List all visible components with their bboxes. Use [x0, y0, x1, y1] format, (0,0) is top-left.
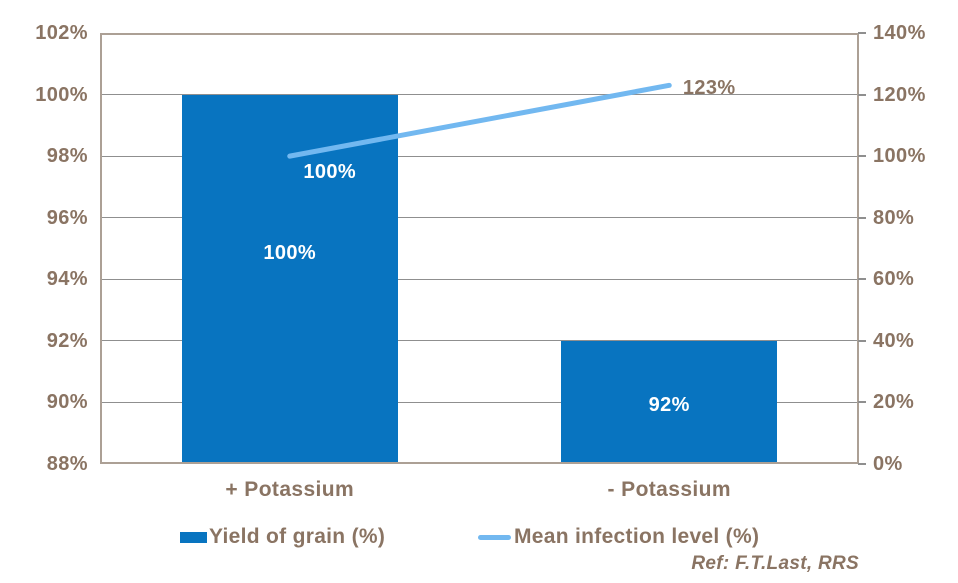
right-axis-tick-label: 20%	[873, 391, 915, 414]
right-axis-tick	[858, 155, 866, 158]
bar-value-label: 92%	[648, 394, 690, 417]
grid-line	[102, 401, 857, 403]
legend-label: Yield of grain (%)	[209, 525, 386, 548]
left-axis-tick-label: 98%	[46, 145, 88, 168]
right-axis-tick-label: 0%	[873, 453, 903, 475]
bar-value-label: 100%	[263, 241, 317, 264]
reference-text: Ref: F.T.Last, RRS	[691, 553, 859, 574]
left-axis-tick-label: 88%	[46, 453, 88, 475]
yield-bar	[561, 340, 778, 462]
legend-label: Mean infection level (%)	[514, 525, 760, 548]
line-series-swatch	[478, 534, 511, 540]
legend-item-yield-of-grain: Yield of grain (%)	[180, 522, 385, 552]
bar-series-swatch	[180, 531, 207, 543]
legend: Yield of grain (%) Mean infection level …	[0, 522, 958, 554]
left-axis-tick-label: 96%	[46, 206, 88, 229]
right-axis-tick-label: 40%	[873, 329, 915, 352]
category-label: - Potassium	[607, 478, 731, 501]
grid-line	[102, 217, 857, 219]
right-axis-tick-label: 60%	[873, 268, 915, 291]
right-axis-tick-label: 120%	[873, 83, 926, 106]
right-axis-tick-label: 100%	[873, 145, 926, 168]
right-axis-tick	[858, 401, 866, 404]
left-axis-tick-label: 92%	[46, 329, 88, 352]
category-label: + Potassium	[225, 478, 355, 501]
right-axis-tick	[858, 463, 866, 465]
left-axis-tick-label: 100%	[35, 83, 88, 106]
right-axis-tick	[858, 278, 866, 281]
right-axis-tick-label: 80%	[873, 206, 915, 229]
right-axis-tick	[858, 216, 866, 219]
right-axis-tick	[858, 93, 866, 96]
left-axis-tick-label: 94%	[46, 268, 88, 291]
legend-item-mean-infection-level: Mean infection level (%)	[478, 522, 759, 552]
grid-line	[102, 278, 857, 280]
line-point-label: 100%	[303, 161, 357, 184]
yield-bar	[181, 94, 398, 462]
line-point-label: 123%	[682, 77, 736, 100]
right-axis-tick	[858, 32, 866, 34]
grid-line	[102, 340, 857, 342]
right-axis-tick	[858, 339, 866, 342]
left-axis-tick-label: 90%	[46, 391, 88, 414]
right-axis-tick-label: 140%	[873, 22, 926, 44]
left-axis-tick-label: 102%	[35, 22, 88, 44]
